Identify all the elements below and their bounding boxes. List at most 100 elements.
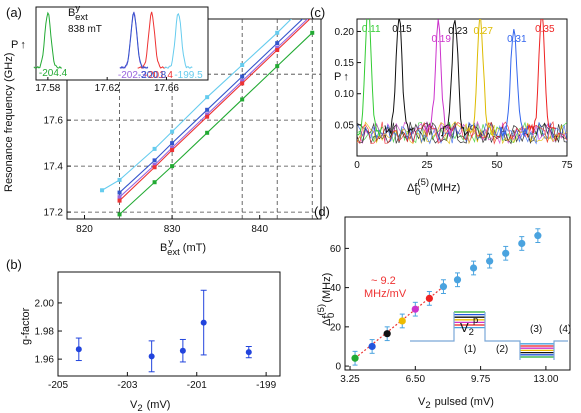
- inset-ylabel: P ↑: [11, 39, 26, 51]
- series-point: [117, 177, 122, 182]
- slope-label: ~ 9.2: [371, 275, 396, 287]
- x-tick-label: 13.00: [533, 374, 558, 385]
- inset-ticks: 17.58 17.62 17.66: [35, 77, 179, 94]
- y-tick-label: 0: [335, 362, 341, 373]
- inset-x-tick-label: 17.62: [95, 83, 120, 94]
- slope-unit: MHz/mV: [364, 288, 407, 300]
- panel-c-ylabel: P ↑: [334, 71, 349, 83]
- pulse-baseline-mid: [484, 312, 521, 360]
- x-tick-label: -199: [256, 380, 276, 391]
- series-point: [310, 30, 315, 35]
- series-point: [117, 195, 122, 200]
- pulse-label: V2p: [460, 315, 478, 338]
- panel-c-label: (c): [310, 5, 325, 20]
- series-point: [205, 112, 210, 117]
- x-tick-label: 25: [421, 160, 433, 171]
- data-point: [351, 354, 359, 362]
- panel-b-ylabel: g-factor: [20, 307, 32, 345]
- inset-x-tick-label: 17.58: [35, 83, 60, 94]
- series-point: [205, 114, 210, 119]
- x-tick-label: 50: [491, 160, 503, 171]
- series-point: [240, 74, 245, 79]
- series-line: [101, 19, 293, 191]
- series-point: [240, 97, 245, 102]
- panel-c-peak-labels: 0.11 0.15 0.190.23 0.27 0.31 0.35: [362, 24, 555, 45]
- series-point: [205, 95, 210, 100]
- panel-b: (b) -205 -203 -201 -199 1.96 1.98 2.00 g-facto…: [6, 257, 281, 413]
- pulse-baseline-right: [553, 340, 568, 360]
- y-tick-label: 0.05: [335, 120, 355, 131]
- y-tick-label: 0.10: [335, 89, 355, 100]
- data-point: [439, 283, 448, 291]
- inset-x-tick-label: 17.66: [154, 83, 179, 94]
- x-tick-label: -203: [117, 380, 137, 391]
- data-point: [486, 257, 494, 265]
- data-point: [469, 264, 478, 272]
- pulse-baseline-left: [410, 312, 455, 342]
- panel-b-xlabel: V2 (mV): [130, 399, 170, 413]
- peak-label: 0.31: [507, 34, 527, 45]
- series-point: [117, 212, 122, 217]
- inset-peak-label: -200.8: [138, 70, 167, 81]
- y-tick-label: 17.4: [44, 162, 64, 173]
- y-tick-label: 1.98: [35, 327, 55, 338]
- data-point: [75, 346, 82, 353]
- y-tick-label: 2.00: [35, 298, 55, 309]
- data-point: [398, 317, 406, 325]
- panel-b-label: (b): [6, 257, 22, 272]
- panel-c-peaks: [357, 19, 556, 138]
- peak-trace: [466, 19, 495, 137]
- panel-d-xlabel: V2 pulsed (mV): [418, 396, 494, 411]
- data-point: [383, 330, 391, 338]
- peak-trace: [423, 19, 453, 138]
- series-point: [117, 190, 122, 195]
- panel-d-ticks: 3.25 6.50 9.75 13.00 0 20 40 60: [330, 244, 559, 385]
- series-point: [240, 79, 245, 84]
- pulse-phase-label: (2): [496, 344, 508, 355]
- peak-label: 0.19: [431, 34, 451, 45]
- pulse-phase-label: (4): [559, 324, 571, 335]
- series-point: [275, 48, 280, 53]
- data-point: [148, 353, 155, 360]
- peak-trace: [527, 19, 556, 134]
- panel-c-frame: [356, 18, 568, 157]
- panel-c-xlabel: Δf(5) 0 (MHz): [407, 177, 460, 198]
- peak-label: 0.11: [362, 24, 381, 35]
- x-tick-label: 9.75: [471, 374, 491, 385]
- pulse-phase-label: (1): [464, 344, 476, 355]
- peak-label: 0.35: [535, 24, 555, 35]
- series-point: [275, 30, 280, 35]
- panel-b-points: [75, 289, 252, 373]
- x-tick-label: -205: [48, 380, 68, 391]
- series-point: [240, 81, 245, 86]
- data-point: [518, 239, 526, 248]
- series-point: [100, 188, 105, 193]
- x-tick-label: 840: [251, 224, 268, 235]
- y-tick-label: 0.20: [335, 27, 355, 38]
- panel-d-points: [351, 228, 542, 366]
- panel-a: (a) 820 830 840 17.2 17.4 17.6 Resonance freq…: [3, 3, 322, 258]
- panel-a-xlabel: By ext (mT): [160, 237, 206, 258]
- y-tick-label: 40: [330, 283, 342, 294]
- panel-b-ticks: -205 -203 -201 -199 1.96 1.98 2.00: [35, 298, 277, 391]
- series-point: [152, 162, 157, 167]
- inset-field: 838 mT: [68, 24, 102, 35]
- panel-d-frame: [344, 216, 571, 371]
- series-point: [170, 164, 175, 169]
- data-point: [200, 319, 207, 326]
- series-point: [170, 141, 175, 146]
- peak-trace: [384, 19, 414, 135]
- panel-a-inset: -204.4 -202.3-201.4-200.8 -199.5 P ↑ By ext …: [11, 3, 209, 94]
- series-point: [117, 198, 122, 203]
- x-tick-label: -201: [187, 380, 207, 391]
- data-point: [411, 305, 419, 313]
- panel-a-ylabel: Resonance frequency (GHz): [3, 53, 15, 192]
- data-point: [453, 276, 462, 284]
- inset-peak: [119, 11, 149, 69]
- x-tick-label: 0: [354, 160, 360, 171]
- inset-peak: [33, 11, 62, 69]
- panel-a-ticks: 820 830 840 17.2 17.4 17.6: [44, 116, 269, 235]
- inset-peak-label: -202.3: [118, 70, 147, 81]
- series-point: [275, 41, 280, 46]
